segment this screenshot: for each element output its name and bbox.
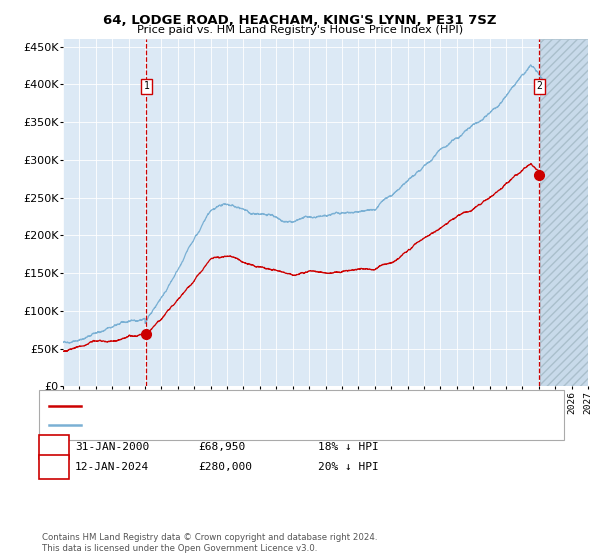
Text: 1: 1: [50, 442, 58, 452]
Text: HPI: Average price, detached house, King's Lynn and West Norfolk: HPI: Average price, detached house, King…: [85, 419, 461, 430]
Text: 20% ↓ HPI: 20% ↓ HPI: [318, 462, 379, 472]
Bar: [540, 39, 588, 386]
Text: £280,000: £280,000: [198, 462, 252, 472]
Text: 1: 1: [143, 81, 149, 91]
Text: 2: 2: [50, 462, 58, 472]
Text: 12-JAN-2024: 12-JAN-2024: [75, 462, 149, 472]
Text: 2: 2: [536, 81, 542, 91]
Text: 31-JAN-2000: 31-JAN-2000: [75, 442, 149, 452]
Text: Contains HM Land Registry data © Crown copyright and database right 2024.
This d: Contains HM Land Registry data © Crown c…: [42, 533, 377, 553]
Text: 64, LODGE ROAD, HEACHAM, KING'S LYNN, PE31 7SZ: 64, LODGE ROAD, HEACHAM, KING'S LYNN, PE…: [103, 14, 497, 27]
Text: £68,950: £68,950: [198, 442, 245, 452]
Text: 18% ↓ HPI: 18% ↓ HPI: [318, 442, 379, 452]
Text: 64, LODGE ROAD, HEACHAM, KING'S LYNN, PE31 7SZ (detached house): 64, LODGE ROAD, HEACHAM, KING'S LYNN, PE…: [85, 401, 455, 411]
Text: Price paid vs. HM Land Registry's House Price Index (HPI): Price paid vs. HM Land Registry's House …: [137, 25, 463, 35]
